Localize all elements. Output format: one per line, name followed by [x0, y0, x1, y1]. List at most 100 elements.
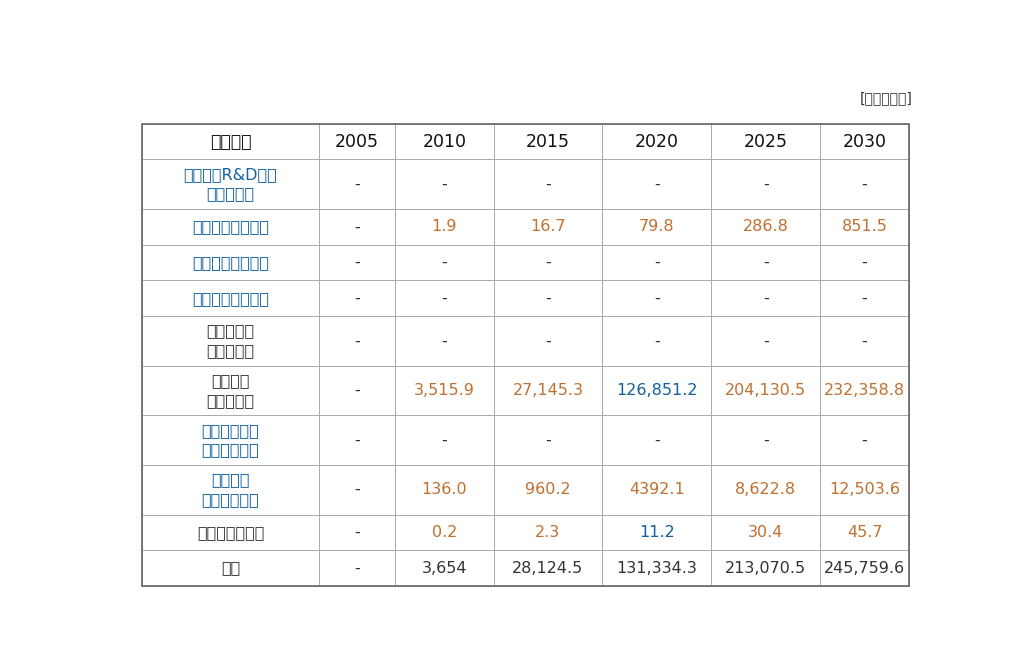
- Bar: [396, 514, 493, 550]
- Bar: [711, 123, 820, 159]
- Bar: [820, 366, 909, 416]
- Bar: [396, 550, 493, 586]
- Bar: [603, 123, 711, 159]
- Text: -: -: [355, 219, 360, 234]
- Bar: [142, 366, 319, 416]
- Bar: [711, 416, 820, 465]
- Bar: [711, 209, 820, 245]
- Bar: [603, 366, 711, 416]
- Text: -: -: [545, 177, 550, 191]
- Text: -: -: [654, 291, 660, 305]
- Text: -: -: [654, 433, 660, 448]
- Bar: [319, 209, 396, 245]
- Text: -: -: [545, 291, 550, 305]
- Text: 851.5: 851.5: [842, 219, 888, 234]
- Bar: [820, 550, 909, 586]
- Text: -: -: [763, 433, 769, 448]
- Text: 건설교통R&D정책
인프라사업: 건설교통R&D정책 인프라사업: [183, 167, 278, 201]
- Bar: [603, 280, 711, 316]
- Text: 213,070.5: 213,070.5: [725, 560, 807, 576]
- Text: 사업분류: 사업분류: [210, 133, 251, 151]
- Text: 3,515.9: 3,515.9: [414, 383, 475, 398]
- Bar: [142, 316, 319, 366]
- Text: -: -: [355, 383, 360, 398]
- Text: 286.8: 286.8: [743, 219, 788, 234]
- Text: 미래도시철도
기술개발사업: 미래도시철도 기술개발사업: [202, 423, 259, 458]
- Text: -: -: [355, 560, 360, 576]
- Text: -: -: [355, 433, 360, 448]
- Text: -: -: [442, 255, 447, 270]
- Bar: [603, 514, 711, 550]
- Text: 136.0: 136.0: [421, 482, 467, 497]
- Bar: [603, 550, 711, 586]
- Text: -: -: [442, 334, 447, 348]
- Bar: [493, 550, 603, 586]
- Text: 245,759.6: 245,759.6: [824, 560, 905, 576]
- Bar: [319, 280, 396, 316]
- Text: 16.7: 16.7: [530, 219, 566, 234]
- Bar: [396, 159, 493, 209]
- Text: -: -: [545, 334, 550, 348]
- Bar: [396, 366, 493, 416]
- Bar: [142, 159, 319, 209]
- Bar: [142, 416, 319, 465]
- Text: -: -: [763, 334, 769, 348]
- Bar: [493, 245, 603, 280]
- Bar: [493, 514, 603, 550]
- Bar: [142, 209, 319, 245]
- Text: -: -: [654, 255, 660, 270]
- Bar: [603, 245, 711, 280]
- Bar: [711, 245, 820, 280]
- Bar: [493, 465, 603, 514]
- Bar: [493, 159, 603, 209]
- Bar: [820, 514, 909, 550]
- Text: 플랜트기술
고도화사업: 플랜트기술 고도화사업: [206, 323, 254, 358]
- Bar: [711, 366, 820, 416]
- Text: 11.2: 11.2: [639, 525, 674, 540]
- Bar: [396, 316, 493, 366]
- Bar: [319, 465, 396, 514]
- Text: 2010: 2010: [422, 133, 466, 151]
- Bar: [493, 316, 603, 366]
- Text: -: -: [763, 255, 769, 270]
- Bar: [319, 514, 396, 550]
- Text: -: -: [355, 177, 360, 191]
- Text: 131,334.3: 131,334.3: [616, 560, 697, 576]
- Bar: [142, 245, 319, 280]
- Text: 0.2: 0.2: [432, 525, 457, 540]
- Text: -: -: [654, 334, 660, 348]
- Bar: [820, 316, 909, 366]
- Bar: [711, 465, 820, 514]
- Bar: [396, 465, 493, 514]
- Bar: [319, 159, 396, 209]
- Text: -: -: [862, 334, 867, 348]
- Text: -: -: [355, 334, 360, 348]
- Bar: [603, 159, 711, 209]
- Bar: [603, 465, 711, 514]
- Text: [단위：천톤]: [단위：천톤]: [860, 91, 913, 105]
- Text: 28,124.5: 28,124.5: [512, 560, 583, 576]
- Text: 8,622.8: 8,622.8: [735, 482, 796, 497]
- Text: 30.4: 30.4: [748, 525, 783, 540]
- Text: -: -: [862, 255, 867, 270]
- Text: -: -: [545, 255, 550, 270]
- Text: 4392.1: 4392.1: [629, 482, 685, 497]
- Text: -: -: [355, 482, 360, 497]
- Bar: [711, 159, 820, 209]
- Text: 교통체계
효율화사업: 교통체계 효율화사업: [206, 373, 254, 408]
- Text: 건설기술혁신사업: 건설기술혁신사업: [192, 219, 270, 234]
- Bar: [603, 209, 711, 245]
- Text: -: -: [355, 291, 360, 305]
- Text: 미래철도
기술개발사업: 미래철도 기술개발사업: [202, 472, 259, 507]
- Bar: [319, 550, 396, 586]
- Bar: [820, 280, 909, 316]
- Text: 960.2: 960.2: [525, 482, 571, 497]
- Bar: [493, 209, 603, 245]
- Bar: [820, 465, 909, 514]
- Text: -: -: [862, 291, 867, 305]
- Text: 2030: 2030: [843, 133, 887, 151]
- Text: 79.8: 79.8: [639, 219, 674, 234]
- Text: -: -: [862, 177, 867, 191]
- Text: -: -: [442, 177, 447, 191]
- Bar: [711, 514, 820, 550]
